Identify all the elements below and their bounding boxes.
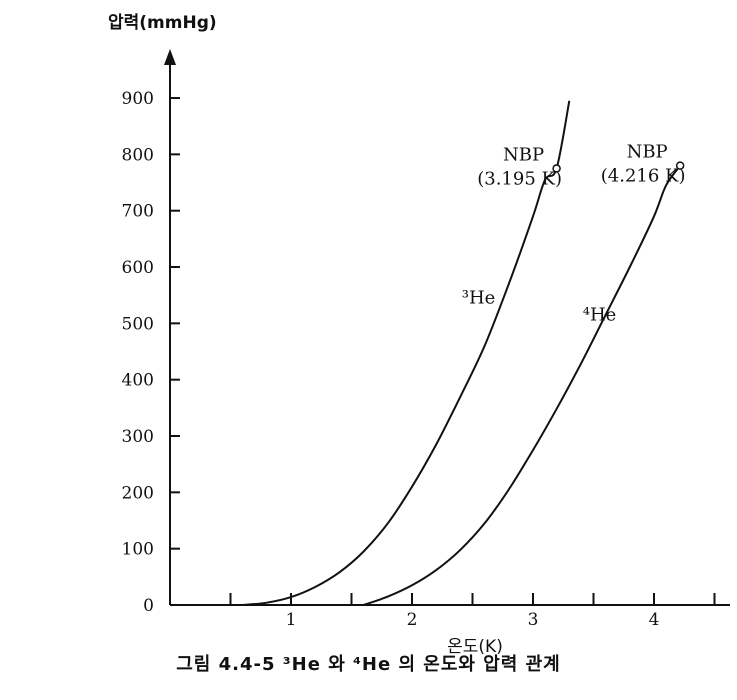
y-tick-label: 0 [143,596,154,616]
y-axis-title: 압력(mmHg) [108,12,217,33]
x-tick-label: 4 [649,610,660,630]
y-tick-label: 500 [122,314,154,334]
y-tick-label: 700 [122,202,154,222]
y-tick-label: 100 [122,540,154,560]
x-tick-label: 1 [286,610,297,630]
nbp-point-marker [675,161,685,170]
nbp-label: NBP [627,142,668,163]
series-label-he4: ⁴He [583,305,617,326]
y-axis-arrow-icon [164,49,176,65]
series-label-he3: ³He [462,288,496,309]
series-line-he4 [363,165,681,606]
y-tick-label: 900 [122,89,154,109]
nbp-label: NBP [503,144,544,165]
figure-caption: 그림 4.4-5 ³He 와 ⁴He 의 온도와 압력 관계 [176,654,561,675]
nbp-temperature-label: (3.195 K) [477,168,562,189]
nbp-point-marker [552,164,561,173]
y-tick-label: 400 [122,371,154,391]
nbp-temperature-label: (4.216 K) [601,166,686,187]
x-tick-label: 2 [407,610,418,630]
x-axis-title: 온도(K) [447,637,503,657]
y-tick-label: 800 [122,145,154,165]
y-tick-label: 300 [122,427,154,447]
series-line-he3 [242,100,571,606]
axes [164,49,730,606]
ticks: 0 100 200 300 400 500 600 700 800 900 1 2 3 4 [122,89,716,630]
y-tick-label: 600 [122,258,154,278]
annotations: NBP (3.195 K) NBP (4.216 K) [477,142,685,190]
y-tick-label: 200 [122,483,154,503]
series-group: ³He ⁴He [242,100,681,606]
x-tick-label: 3 [528,610,539,630]
